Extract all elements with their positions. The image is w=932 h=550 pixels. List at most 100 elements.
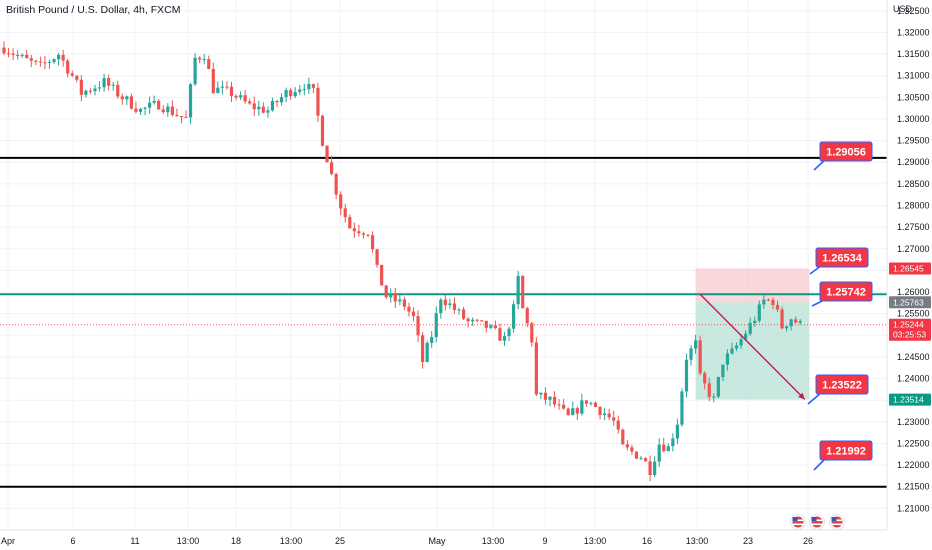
flag-stripe xyxy=(793,519,803,522)
y-tick-label: 1.30500 xyxy=(897,92,930,102)
y-tick-label: 1.30000 xyxy=(897,114,930,124)
callout-box[interactable] xyxy=(815,374,869,395)
candle-body xyxy=(84,90,88,95)
candle-body xyxy=(684,359,689,392)
candle-body xyxy=(175,114,179,117)
candle-body xyxy=(762,299,766,305)
candle-body xyxy=(493,325,497,329)
candle-body xyxy=(193,57,197,85)
candle-body xyxy=(566,408,570,416)
candle-body xyxy=(407,306,411,312)
x-tick-label: 13:00 xyxy=(177,536,200,546)
candle-body xyxy=(698,340,702,374)
candle-body xyxy=(580,400,584,414)
x-tick-label: 16 xyxy=(642,536,652,546)
candle-body xyxy=(534,342,538,395)
x-tick-label: 13:00 xyxy=(584,536,607,546)
price-scale-tag xyxy=(889,318,931,341)
callout-box[interactable] xyxy=(815,247,869,268)
candle-body xyxy=(70,73,74,76)
us-event-flag-icon[interactable] xyxy=(790,514,806,530)
candle-body xyxy=(744,333,748,340)
candle-body xyxy=(643,458,648,462)
us-event-flag-icon[interactable] xyxy=(829,514,845,530)
y-tick-label: 1.24000 xyxy=(897,374,930,384)
candle-body xyxy=(16,54,20,56)
candle-body xyxy=(694,340,698,349)
price-tag-label: 1.23514 xyxy=(893,395,924,405)
candle-body xyxy=(316,87,320,116)
candle-body xyxy=(293,92,297,97)
candle-body xyxy=(234,95,238,98)
flag-canton xyxy=(792,517,798,521)
flag-stripe xyxy=(832,519,842,522)
candle-body xyxy=(484,320,488,328)
projection-arrow[interactable] xyxy=(699,293,806,400)
callout-box[interactable] xyxy=(819,281,873,302)
y-tick-label: 1.21000 xyxy=(897,503,930,513)
candle-body xyxy=(389,293,393,298)
candle-body xyxy=(630,447,634,452)
candle-body xyxy=(471,319,475,322)
candle-body xyxy=(125,96,129,100)
candle-body xyxy=(116,84,120,97)
candle-body xyxy=(448,303,452,306)
candle-body xyxy=(552,396,557,405)
us-event-flag-icon[interactable] xyxy=(809,514,825,530)
candle-body xyxy=(207,59,211,69)
candle-body xyxy=(657,444,661,462)
candle-body xyxy=(334,174,338,195)
candle-body xyxy=(252,103,256,110)
price-scale-tag xyxy=(889,393,931,406)
candle-body xyxy=(93,88,97,92)
candle-body xyxy=(398,299,402,302)
y-tick-label: 1.32500 xyxy=(897,6,930,16)
candle-body xyxy=(794,319,798,323)
candle-body xyxy=(739,339,743,346)
chart-title: British Pound / U.S. Dollar, 4h, FXCM xyxy=(6,4,181,16)
y-tick-label: 1.27500 xyxy=(897,222,930,232)
y-tick-label: 1.31000 xyxy=(897,71,930,81)
candle-body xyxy=(184,116,188,118)
candle-body xyxy=(748,322,752,334)
candle-body xyxy=(375,249,379,265)
candle-body xyxy=(516,275,520,305)
projection-arrowhead xyxy=(798,392,805,400)
candle-body xyxy=(530,323,534,343)
candle-body xyxy=(38,61,42,63)
candle-body xyxy=(780,309,784,329)
callout-box[interactable] xyxy=(819,141,873,162)
flag-canton xyxy=(811,517,817,521)
candle-body xyxy=(248,101,252,104)
x-tick-label: 25 xyxy=(335,536,345,546)
stop-loss-zone xyxy=(695,268,810,303)
candle-body xyxy=(270,100,275,111)
candle-body xyxy=(138,108,143,112)
candle-body xyxy=(47,62,52,64)
candle-body xyxy=(648,461,652,476)
candle-body xyxy=(402,299,406,307)
candle-body xyxy=(725,353,730,365)
candle-body xyxy=(393,293,397,302)
y-tick-label: 1.22000 xyxy=(897,460,930,470)
candle-body xyxy=(311,84,315,88)
candle-body xyxy=(88,90,93,92)
candle-body xyxy=(279,97,284,103)
candle-body xyxy=(220,86,224,88)
y-tick-label: 1.28500 xyxy=(897,179,930,189)
callout-label: 1.26534 xyxy=(822,253,863,265)
candle-body xyxy=(384,285,388,298)
callout-box[interactable] xyxy=(819,440,873,461)
candle-body xyxy=(584,400,588,404)
candle-body xyxy=(129,96,133,109)
candle-body xyxy=(671,438,675,447)
candle-body xyxy=(152,100,156,103)
candle-body xyxy=(75,75,79,80)
candle-body xyxy=(275,100,279,103)
candle-body xyxy=(257,106,261,110)
x-tick-label: 9 xyxy=(542,536,547,546)
candle-body xyxy=(712,396,716,398)
candle-body xyxy=(2,47,6,54)
candle-body xyxy=(61,54,65,61)
